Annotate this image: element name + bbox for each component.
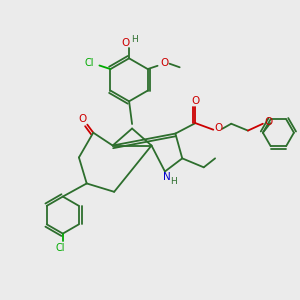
Text: H: H bbox=[170, 177, 177, 186]
Text: O: O bbox=[264, 117, 272, 127]
Text: Cl: Cl bbox=[56, 243, 65, 253]
Text: O: O bbox=[79, 114, 87, 124]
Text: N: N bbox=[163, 172, 170, 182]
Text: Cl: Cl bbox=[85, 58, 94, 68]
Text: H: H bbox=[131, 35, 138, 44]
Text: O: O bbox=[122, 38, 130, 48]
Text: O: O bbox=[160, 58, 168, 68]
Text: O: O bbox=[214, 123, 223, 133]
Text: O: O bbox=[191, 96, 200, 106]
